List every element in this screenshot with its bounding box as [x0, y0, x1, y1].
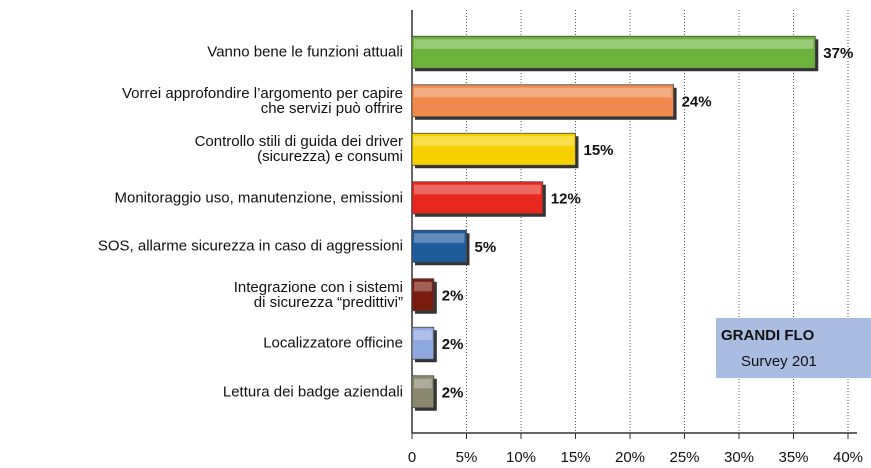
value-label: 15%: [584, 142, 614, 159]
value-label: 37%: [823, 45, 853, 62]
annotation-box: [716, 318, 871, 378]
value-label: 24%: [682, 94, 712, 111]
bar-highlight: [414, 39, 814, 49]
bar-highlight: [414, 136, 574, 146]
category-label: Controllo stili di guida dei driver (sic…: [194, 133, 403, 166]
bar-highlight: [414, 378, 432, 389]
x-tick-label: 25%: [669, 449, 699, 466]
category-label: SOS, allarme sicurezza in caso di aggres…: [97, 237, 403, 255]
bar-highlight: [414, 184, 541, 195]
bar-highlight: [414, 330, 432, 340]
bar: [411, 35, 816, 69]
value-label: 2%: [442, 336, 464, 353]
x-tick-label: 0: [408, 449, 416, 466]
bar-highlight: [414, 281, 432, 292]
bar: [411, 132, 576, 166]
bar-highlight: [414, 87, 672, 98]
x-tick-label: 40%: [833, 449, 863, 466]
annotation-title: GRANDI FLO: [721, 327, 815, 344]
bar: [411, 181, 544, 215]
category-label: Integrazione con i sistemi di sicurezza …: [233, 278, 403, 311]
value-label: 12%: [551, 191, 581, 208]
category-label: Vorrei approfondire l’argomento per capi…: [122, 84, 403, 117]
x-tick-label: 20%: [615, 449, 645, 466]
bar: [411, 229, 467, 263]
x-tick-label: 5%: [456, 449, 478, 466]
value-label: 5%: [475, 239, 497, 256]
value-label: 2%: [442, 288, 464, 305]
value-label: 2%: [442, 385, 464, 402]
bar: [411, 326, 435, 360]
x-tick-label: 10%: [506, 449, 536, 466]
x-tick-label: 30%: [724, 449, 754, 466]
category-label: Monitoraggio uso, manutenzione, emission…: [114, 189, 404, 207]
category-label: Lettura dei badge aziendali: [222, 383, 403, 401]
bar: [411, 375, 435, 409]
bar: [411, 84, 675, 118]
x-tick-label: 15%: [560, 449, 590, 466]
category-label: Localizzatore officine: [263, 334, 403, 352]
annotation-subtitle: Survey 201: [741, 353, 817, 370]
bar: [411, 278, 435, 312]
category-label: Vanno bene le funzioni attuali: [207, 43, 403, 61]
bar-highlight: [414, 233, 465, 243]
x-tick-label: 35%: [778, 449, 808, 466]
